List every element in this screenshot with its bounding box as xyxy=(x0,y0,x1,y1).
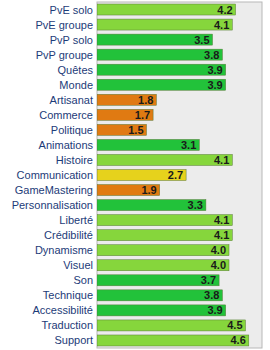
category-label: Dynamisme xyxy=(35,244,93,256)
category-label: Visuel xyxy=(63,259,93,271)
data-label: 3.3 xyxy=(188,199,203,211)
bar xyxy=(97,185,160,196)
data-label: 3.9 xyxy=(207,64,222,76)
category-label: Communication xyxy=(17,169,93,181)
data-label: 4.5 xyxy=(227,319,242,331)
data-label: 3.5 xyxy=(194,34,209,46)
bar xyxy=(97,139,199,150)
bar xyxy=(97,245,229,256)
bar xyxy=(97,49,222,60)
data-label: 4.6 xyxy=(231,334,246,346)
category-label: Traduction xyxy=(41,319,93,331)
bar xyxy=(97,64,226,75)
labels: PvE solo 4.2 PvE groupe 4.1 PvP solo 3.5 PvP g… xyxy=(12,4,246,347)
category-label: PvP solo xyxy=(50,34,93,46)
category-label: GameMastering xyxy=(15,184,93,196)
bar xyxy=(97,215,232,226)
chart: PvE solo 4.2 PvE groupe 4.1 PvP solo 3.5 PvP g… xyxy=(0,0,270,350)
bar xyxy=(97,79,226,90)
data-label: 4.0 xyxy=(211,259,226,271)
data-label: 4.0 xyxy=(211,244,226,256)
data-label: 4.1 xyxy=(214,154,229,166)
bar xyxy=(97,124,147,135)
data-label: 4.2 xyxy=(217,4,232,16)
data-label: 3.8 xyxy=(204,49,219,61)
bar xyxy=(97,200,206,211)
category-label: Animations xyxy=(39,139,94,151)
category-label: Commerce xyxy=(39,109,93,121)
bar xyxy=(97,34,213,45)
data-label: 3.9 xyxy=(207,79,222,91)
category-label: Monde xyxy=(59,79,93,91)
category-label: PvP groupe xyxy=(36,49,93,61)
bar xyxy=(97,19,232,30)
data-label: 2.7 xyxy=(168,169,183,181)
bar xyxy=(97,275,219,286)
data-label: 1.9 xyxy=(141,184,156,196)
bar xyxy=(97,305,226,316)
plot-frame xyxy=(97,2,262,348)
bar xyxy=(97,230,232,241)
bar xyxy=(97,154,232,165)
data-label: 4.1 xyxy=(214,214,229,226)
category-label: Personnalisation xyxy=(12,199,93,211)
category-label: Artisanat xyxy=(50,94,93,106)
data-label: 3.9 xyxy=(207,304,222,316)
bar xyxy=(97,290,222,301)
category-label: Liberté xyxy=(59,214,93,226)
data-label: 4.1 xyxy=(214,19,229,31)
bar xyxy=(97,109,153,120)
category-label: Histoire xyxy=(56,154,93,166)
data-label: 1.7 xyxy=(135,109,150,121)
category-label: PvE groupe xyxy=(36,19,93,31)
bar xyxy=(97,320,246,331)
bar xyxy=(97,4,236,15)
category-label: Politique xyxy=(51,124,93,136)
bar xyxy=(97,260,229,271)
bar xyxy=(97,170,186,181)
bar xyxy=(97,94,156,105)
data-label: 3.7 xyxy=(201,274,216,286)
category-label: Technique xyxy=(43,289,93,301)
category-label: PvE solo xyxy=(50,4,93,16)
bar xyxy=(97,335,249,346)
data-label: 3.8 xyxy=(204,289,219,301)
bars xyxy=(97,4,249,346)
category-label: Support xyxy=(54,334,93,346)
data-label: 1.8 xyxy=(138,94,153,106)
category-label: Son xyxy=(73,274,93,286)
category-label: Crédibilité xyxy=(44,229,93,241)
data-label: 3.1 xyxy=(181,139,196,151)
data-label: 1.5 xyxy=(128,124,143,136)
data-label: 4.1 xyxy=(214,229,229,241)
category-label: Quêtes xyxy=(58,64,94,76)
category-label: Accessibilité xyxy=(32,304,93,316)
